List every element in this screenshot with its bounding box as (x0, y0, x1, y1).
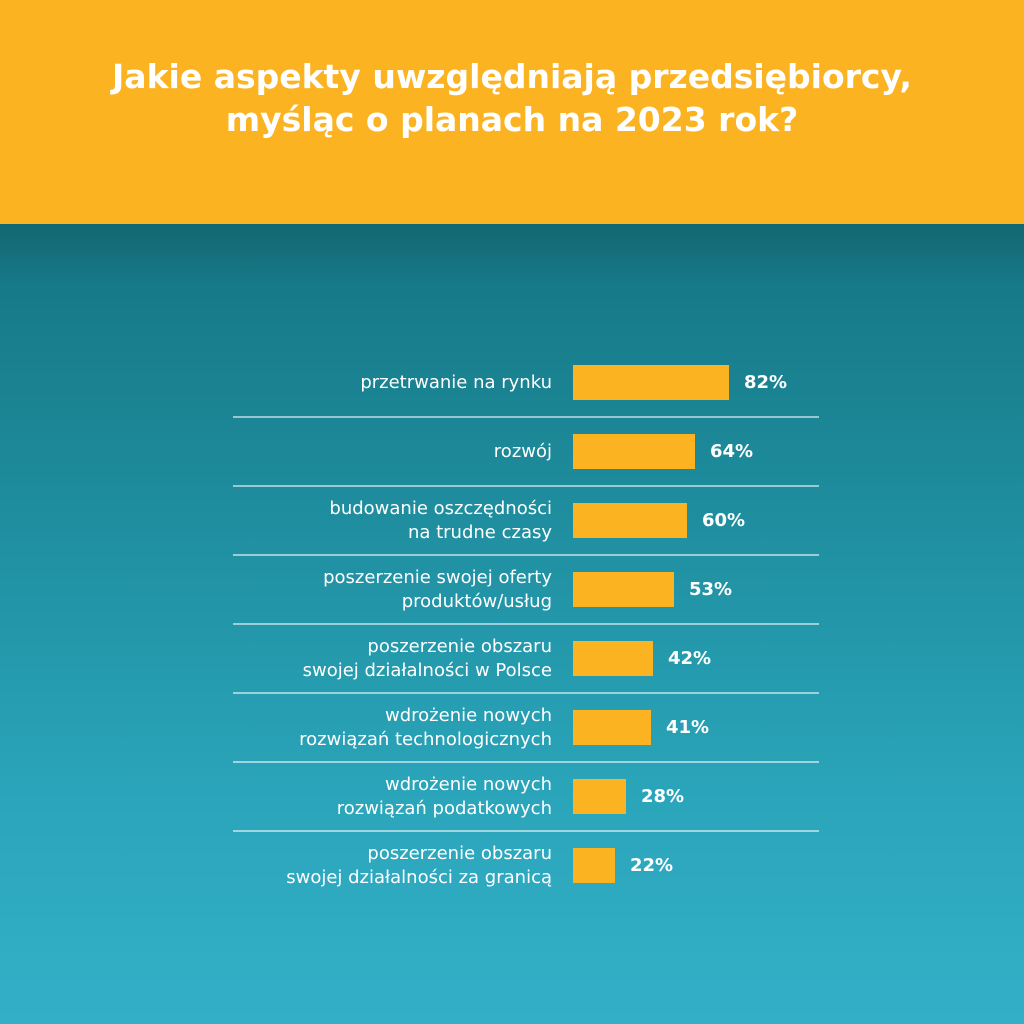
header-banner: Jakie aspekty uwzględniają przedsiębiorc… (0, 0, 1024, 224)
row-divider (233, 761, 819, 763)
value-label: 41% (666, 717, 710, 738)
bar (573, 365, 729, 400)
value-label: 53% (689, 579, 733, 600)
bar (573, 503, 687, 538)
value-label: 22% (630, 855, 674, 876)
bar-row: poszerzenie obszaru swojej działalności … (0, 831, 1024, 900)
chart-panel: przetrwanie na rynku 82% rozwój 64% budowani… (0, 224, 1024, 1024)
row-divider (233, 554, 819, 556)
category-label: budowanie oszczędności na trudne czasy (329, 497, 552, 543)
value-label: 64% (710, 441, 754, 462)
category-label: poszerzenie obszaru swojej działalności … (286, 842, 552, 888)
bar (573, 641, 653, 676)
bar (573, 434, 695, 469)
bar-row: wdrożenie nowych rozwiązań technologiczn… (0, 693, 1024, 762)
value-label: 82% (744, 372, 788, 393)
category-label: wdrożenie nowych rozwiązań technologiczn… (299, 704, 552, 750)
row-divider (233, 623, 819, 625)
chart-title: Jakie aspekty uwzględniają przedsiębiorc… (112, 56, 912, 142)
category-label: wdrożenie nowych rozwiązań podatkowych (336, 773, 552, 819)
category-label: przetrwanie na rynku (360, 371, 552, 393)
row-divider (233, 485, 819, 487)
title-line-2: myśląc o planach na 2023 rok? (225, 100, 799, 139)
value-label: 42% (668, 648, 712, 669)
bar (573, 779, 626, 814)
row-divider (233, 830, 819, 832)
category-label: poszerzenie obszaru swojej działalności … (302, 635, 552, 681)
bar-row: przetrwanie na rynku 82% (0, 348, 1024, 417)
title-line-1: Jakie aspekty uwzględniają przedsiębiorc… (112, 57, 912, 97)
bar-row: poszerzenie swojej oferty produktów/usłu… (0, 555, 1024, 624)
bar-row: wdrożenie nowych rozwiązań podatkowych 28… (0, 762, 1024, 831)
bar (573, 848, 615, 883)
bar-chart: przetrwanie na rynku 82% rozwój 64% budowani… (0, 224, 1024, 1024)
category-label: poszerzenie swojej oferty produktów/usłu… (323, 566, 552, 612)
category-label: rozwój (493, 440, 552, 462)
bar (573, 710, 651, 745)
value-label: 60% (702, 510, 746, 531)
row-divider (233, 692, 819, 694)
bar-row: rozwój 64% (0, 417, 1024, 486)
bar (573, 572, 674, 607)
value-label: 28% (641, 786, 685, 807)
row-divider (233, 416, 819, 418)
bar-row: budowanie oszczędności na trudne czasy 60… (0, 486, 1024, 555)
bar-row: poszerzenie obszaru swojej działalności … (0, 624, 1024, 693)
